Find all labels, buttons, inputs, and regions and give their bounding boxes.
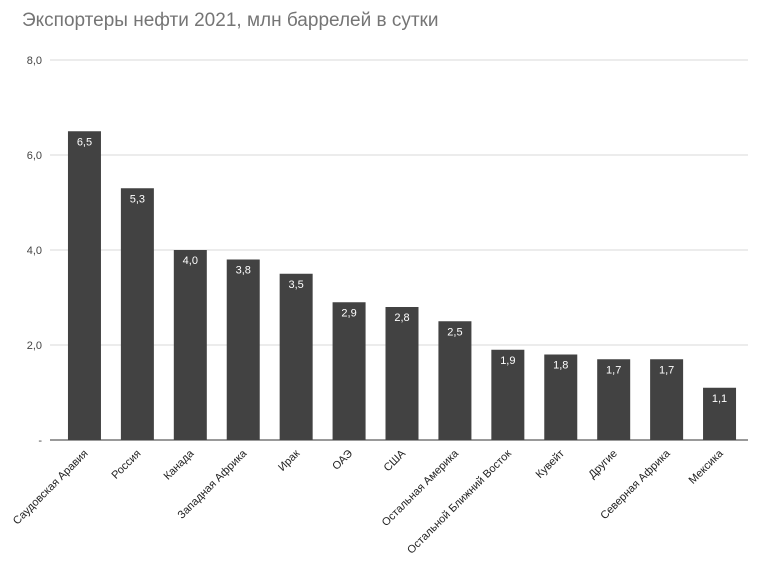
bar	[650, 359, 684, 440]
chart-title: Экспортеры нефти 2021, млн баррелей в су…	[22, 10, 439, 31]
x-tick-label: Мексика	[687, 447, 727, 487]
x-tick-label: Ирак	[276, 448, 302, 474]
data-label: 4,0	[183, 255, 198, 267]
bar	[332, 302, 366, 440]
bar	[279, 273, 313, 440]
bar	[385, 307, 419, 440]
x-tick-label: США	[382, 447, 409, 474]
data-label: 1,9	[500, 355, 515, 367]
data-label: 3,8	[236, 265, 251, 277]
data-label: 3,5	[289, 279, 304, 291]
data-label: 1,7	[606, 364, 621, 376]
y-tick-label: -	[38, 435, 42, 447]
bar	[544, 354, 578, 440]
data-label: 1,8	[553, 360, 568, 372]
bar	[438, 321, 472, 440]
bar	[491, 349, 525, 440]
data-label: 1,7	[659, 364, 674, 376]
bar	[173, 250, 207, 440]
data-label: 2,8	[394, 312, 409, 324]
data-label: 2,5	[447, 326, 462, 338]
y-tick-label: 8,0	[27, 55, 42, 67]
y-tick-label: 6,0	[27, 150, 42, 162]
bar	[226, 259, 260, 440]
bar	[120, 188, 154, 440]
bar	[703, 387, 737, 440]
data-label: 2,9	[341, 307, 356, 319]
x-tick-label: Саудовская Аравия	[11, 448, 91, 528]
x-tick-label: Россия	[110, 448, 144, 482]
x-tick-label: Кувейт	[534, 448, 567, 481]
bar	[597, 359, 631, 440]
data-label: 1,1	[712, 393, 727, 405]
x-tick-label: Остальной Ближний Восток	[405, 448, 514, 557]
y-tick-label: 2,0	[27, 340, 42, 352]
y-tick-label: 4,0	[27, 245, 42, 257]
x-tick-label: ОАЭ	[330, 448, 355, 473]
data-label: 5,3	[130, 193, 145, 205]
bar	[67, 131, 101, 440]
data-label: 6,5	[77, 136, 92, 148]
x-tick-label: Другие	[586, 448, 619, 481]
x-tick-label: Канада	[162, 447, 197, 482]
